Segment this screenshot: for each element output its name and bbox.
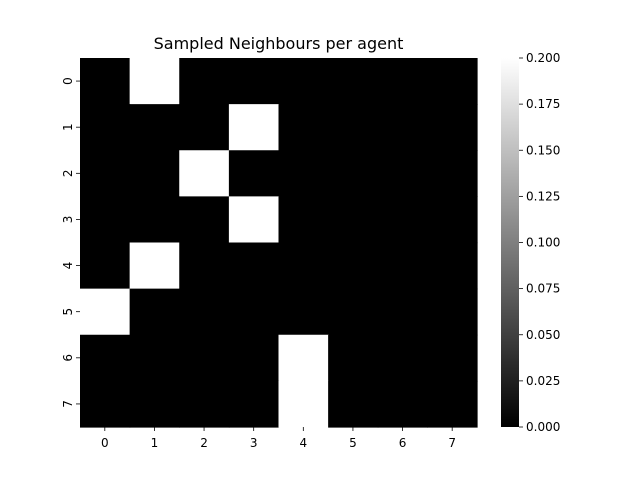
colorbar: 0.000 0.025 0.050 0.075 0.100 0.125 0.150 0.175… [501,51,560,434]
heatmap-cell [129,58,180,105]
x-axis: 0 1 2 3 4 5 6 7 [101,427,456,450]
heatmap-cell [377,242,428,290]
heatmap-cell [179,58,230,105]
heatmap-cell [228,104,280,151]
heatmap-cell [80,196,131,244]
y-tick-label: 4 [61,262,75,270]
x-tick-label: 3 [250,436,258,450]
heatmap-cell [179,288,230,336]
heatmap-cell [129,196,180,244]
x-tick-label: 4 [299,436,307,450]
heatmap-cell [427,104,478,151]
heatmap-cell [228,196,280,244]
colorbar-gradient [501,58,519,427]
heatmap-cell [129,150,180,197]
heatmap-cell [328,380,379,428]
heatmap-cell [228,288,280,336]
heatmap-cell [427,334,478,382]
y-tick-label: 0 [61,77,75,85]
y-tick-label: 6 [61,354,75,362]
heatmap-cell [427,58,478,105]
heatmap-cell [328,288,379,336]
heatmap-cell [377,288,428,336]
heatmap-cell [278,104,329,151]
heatmap-cell [80,58,131,105]
colorbar-tick-label: 0.000 [526,420,560,434]
colorbar-tick-label: 0.075 [526,282,560,296]
colorbar-tick-label: 0.100 [526,236,560,250]
colorbar-tick-label: 0.025 [526,374,560,388]
heatmap-cell [377,58,428,105]
heatmap-cell [129,380,180,428]
heatmap-cell [278,288,329,336]
heatmap-cell [427,150,478,197]
heatmap-cell [228,150,280,197]
heatmap-cell [80,150,131,197]
heatmap-cell [427,288,478,336]
heatmap-cell [129,242,180,290]
heatmap-cell [278,334,329,382]
heatmap-cell [328,150,379,197]
heatmap-cell [328,242,379,290]
x-tick-label: 0 [101,436,109,450]
heatmap-cell [80,380,131,428]
heatmap-cell [228,242,280,290]
heatmap-cell [377,380,428,428]
y-tick-label: 5 [61,308,75,316]
colorbar-tick-label: 0.125 [526,189,560,203]
heatmap-cell [278,380,329,428]
heatmap-cell [328,58,379,105]
colorbar-tick-label: 0.150 [526,143,560,157]
heatmap-cell [129,288,180,336]
chart-title: Sampled Neighbours per agent [154,34,404,53]
heatmap-cell [129,334,180,382]
heatmap-cell [179,242,230,290]
heatmap-cell [80,242,131,290]
heatmap-cell [179,380,230,428]
heatmap-cell [427,196,478,244]
x-tick-label: 2 [200,436,208,450]
heatmap-cell [377,334,428,382]
y-tick-label: 3 [61,216,75,224]
x-tick-label: 5 [349,436,357,450]
colorbar-tick-label: 0.200 [526,51,560,65]
heatmap-cell [328,334,379,382]
heatmap-cell [427,242,478,290]
heatmap-cell [179,104,230,151]
heatmap-cell [80,288,131,336]
y-tick-label: 1 [61,123,75,131]
x-tick-label: 7 [448,436,456,450]
heatmap-cell [278,58,329,105]
colorbar-tick-label: 0.050 [526,328,560,342]
heatmap-cell [278,242,329,290]
heatmap-cell [80,104,131,151]
heatmap-cell [328,196,379,244]
heatmap-cell [228,380,280,428]
heatmap-cell [129,104,180,151]
x-tick-label: 1 [151,436,159,450]
heatmap-cell [228,334,280,382]
colorbar-tick-label: 0.175 [526,97,560,111]
heatmap-cell [377,196,428,244]
heatmap-cell [377,150,428,197]
heatmap-cell [179,196,230,244]
heatmap-cell [278,150,329,197]
heatmap-cells [80,58,478,428]
heatmap-cell [427,380,478,428]
heatmap-cell [179,334,230,382]
x-tick-label: 6 [399,436,407,450]
heatmap-cell [80,334,131,382]
heatmap-cell [328,104,379,151]
heatmap-cell [228,58,280,105]
heatmap-cell [179,150,230,197]
heatmap-cell [278,196,329,244]
y-axis: 0 1 2 3 4 5 6 7 [61,77,80,408]
heatmap-cell [377,104,428,151]
y-tick-label: 2 [61,169,75,177]
y-tick-label: 7 [61,400,75,408]
